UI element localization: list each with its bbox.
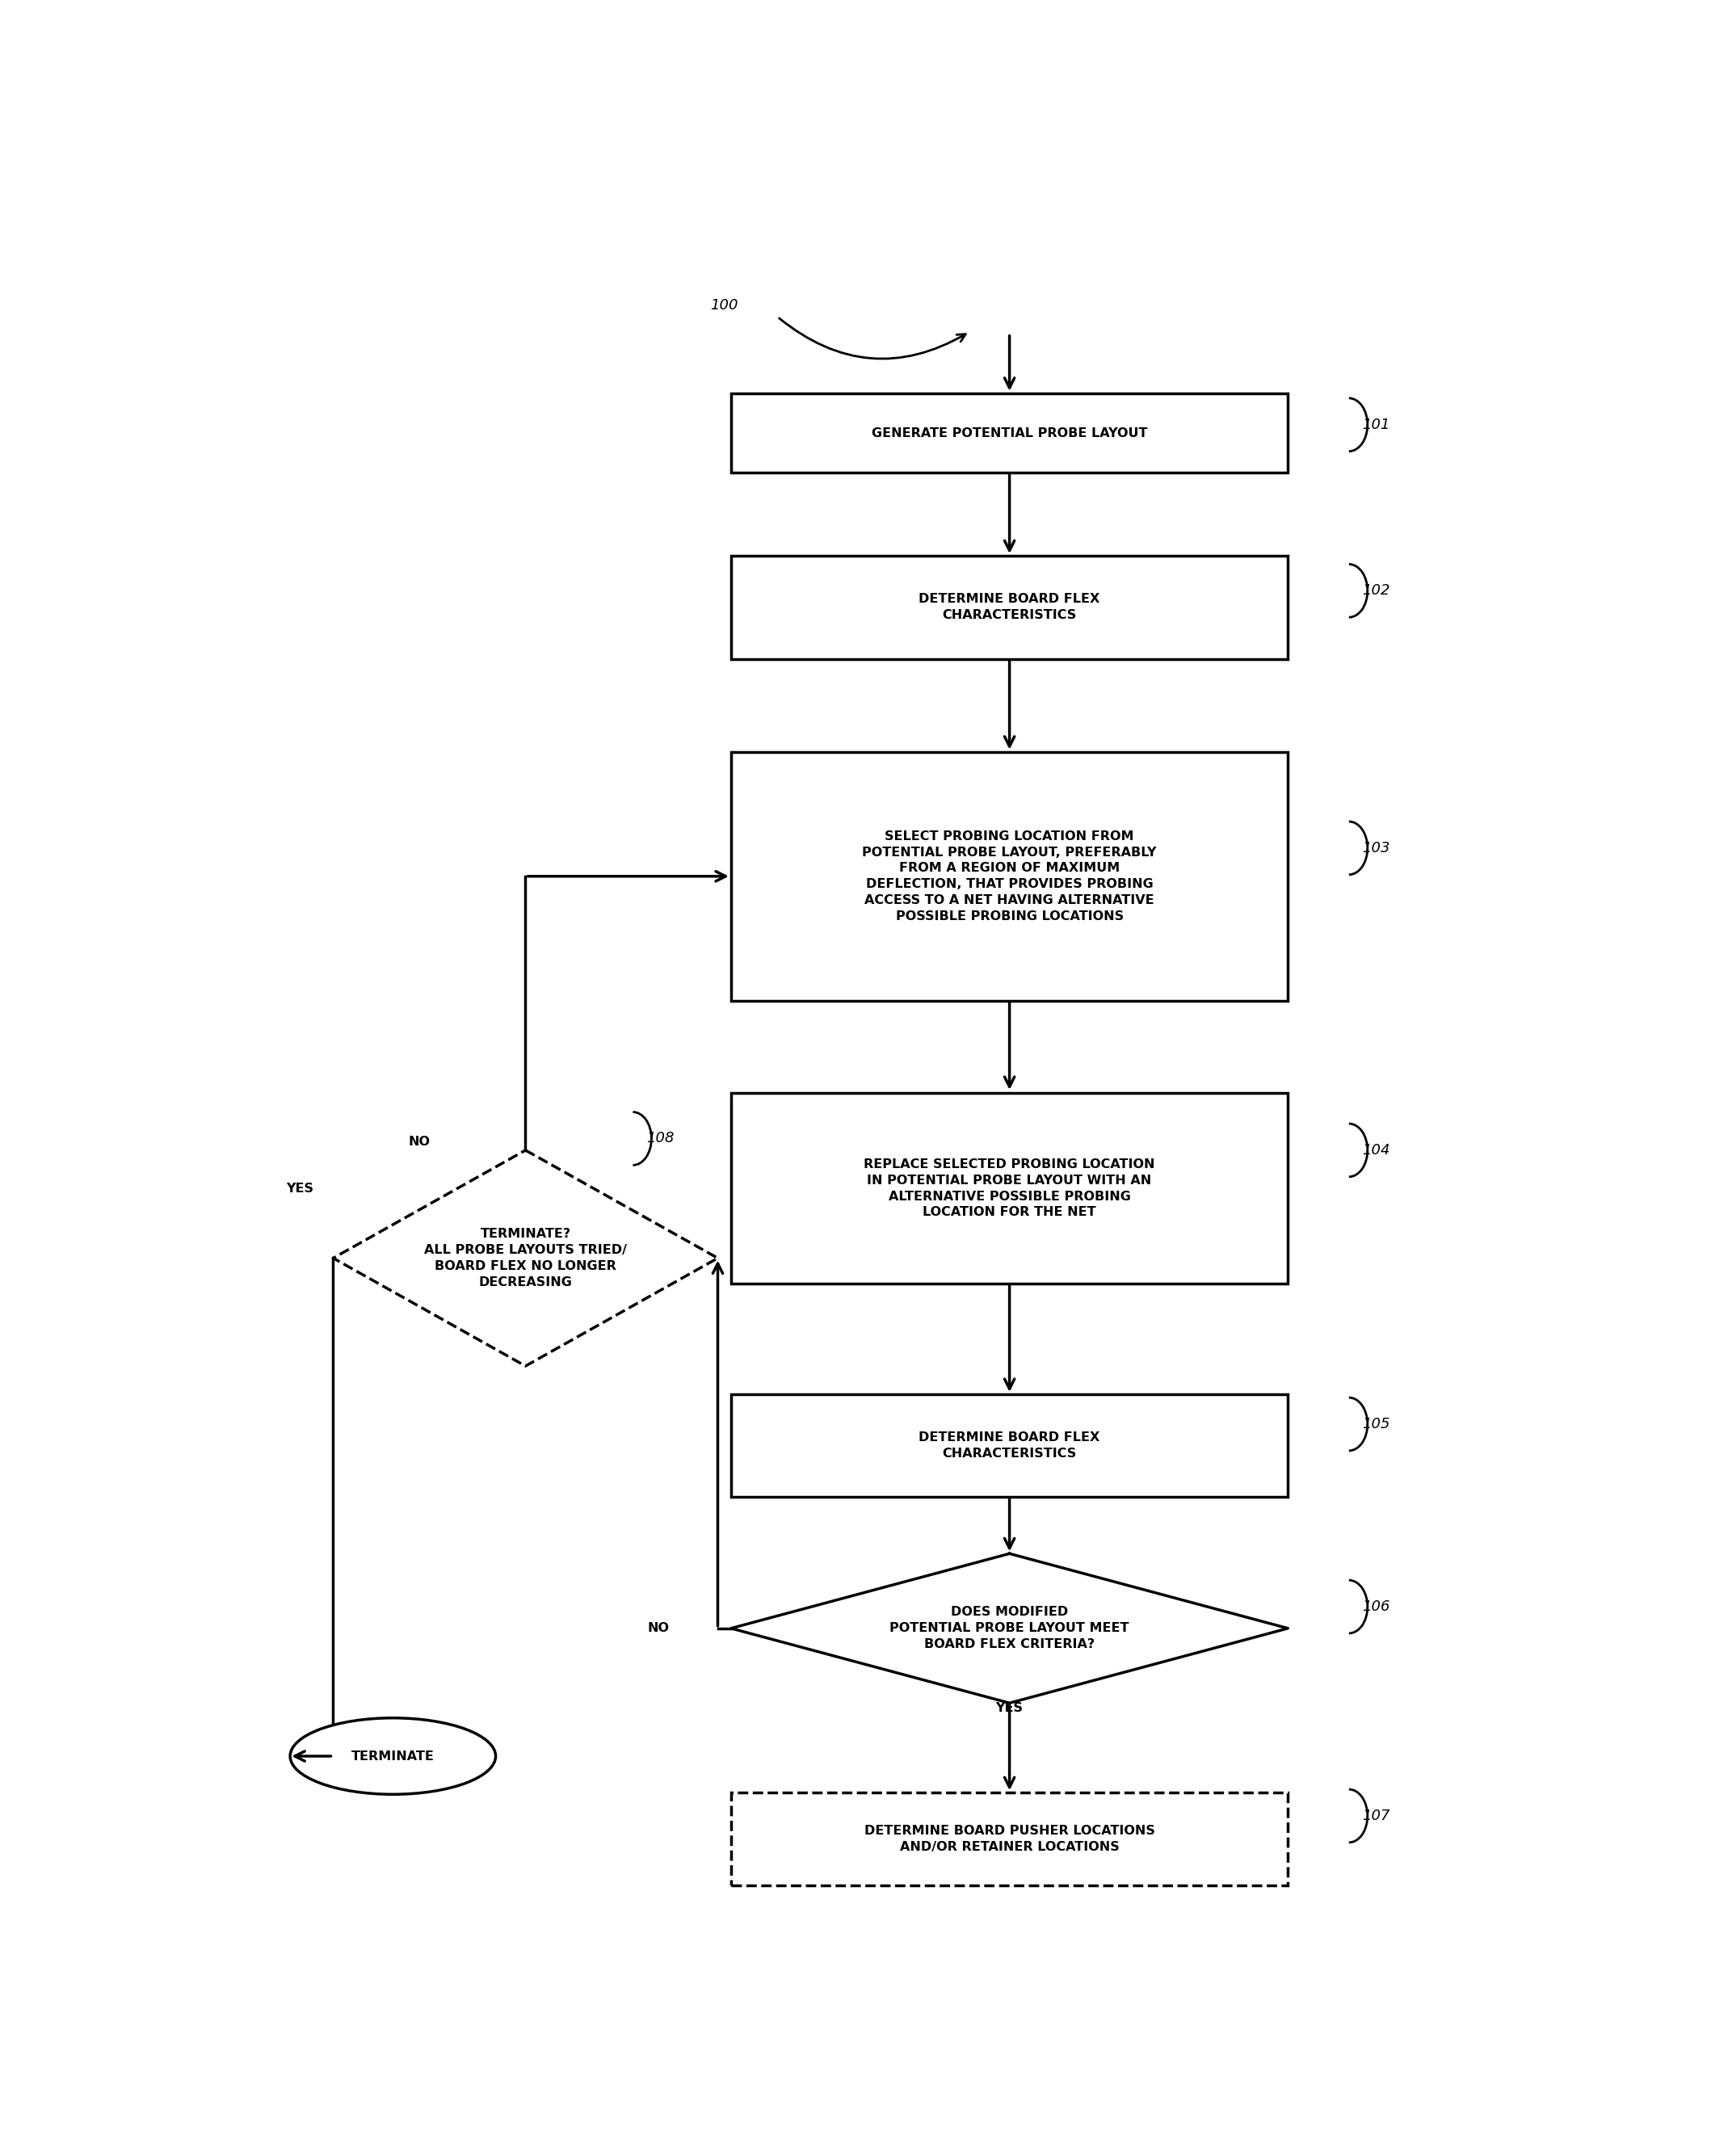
Text: YES: YES (996, 1701, 1023, 1714)
Text: SELECT PROBING LOCATION FROM
POTENTIAL PROBE LAYOUT, PREFERABLY
FROM A REGION OF: SELECT PROBING LOCATION FROM POTENTIAL P… (862, 830, 1157, 923)
Text: YES: YES (286, 1181, 313, 1194)
Bar (731, 1792, 1288, 1886)
Text: 105: 105 (1362, 1416, 1389, 1432)
Text: NO: NO (409, 1136, 429, 1147)
Polygon shape (334, 1149, 719, 1367)
Ellipse shape (291, 1718, 496, 1794)
Text: 103: 103 (1362, 841, 1389, 856)
Bar (731, 556, 1288, 660)
Text: REPLACE SELECTED PROBING LOCATION
IN POTENTIAL PROBE LAYOUT WITH AN
ALTERNATIVE : REPLACE SELECTED PROBING LOCATION IN POT… (864, 1158, 1155, 1218)
Bar (731, 1395, 1288, 1496)
Text: DETERMINE BOARD FLEX
CHARACTERISTICS: DETERMINE BOARD FLEX CHARACTERISTICS (919, 593, 1100, 621)
Text: TERMINATE: TERMINATE (351, 1751, 435, 1761)
Text: 104: 104 (1362, 1143, 1389, 1158)
Bar (731, 1093, 1288, 1283)
Text: TERMINATE?
ALL PROBE LAYOUTS TRIED/
BOARD FLEX NO LONGER
DECREASING: TERMINATE? ALL PROBE LAYOUTS TRIED/ BOAR… (424, 1229, 626, 1287)
Polygon shape (731, 1554, 1288, 1703)
Text: DETERMINE BOARD PUSHER LOCATIONS
AND/OR RETAINER LOCATIONS: DETERMINE BOARD PUSHER LOCATIONS AND/OR … (864, 1826, 1155, 1854)
Text: 101: 101 (1362, 418, 1389, 431)
Text: 106: 106 (1362, 1600, 1389, 1615)
Bar (731, 752, 1288, 1000)
Text: NO: NO (647, 1621, 669, 1634)
Text: GENERATE POTENTIAL PROBE LAYOUT: GENERATE POTENTIAL PROBE LAYOUT (871, 427, 1148, 440)
Text: DOES MODIFIED
POTENTIAL PROBE LAYOUT MEET
BOARD FLEX CRITERIA?: DOES MODIFIED POTENTIAL PROBE LAYOUT MEE… (890, 1606, 1129, 1649)
Text: 102: 102 (1362, 584, 1389, 597)
Bar (731, 392, 1288, 472)
Text: 107: 107 (1362, 1809, 1389, 1824)
Text: 108: 108 (647, 1132, 674, 1145)
Text: 100: 100 (710, 298, 739, 313)
Text: DETERMINE BOARD FLEX
CHARACTERISTICS: DETERMINE BOARD FLEX CHARACTERISTICS (919, 1432, 1100, 1460)
